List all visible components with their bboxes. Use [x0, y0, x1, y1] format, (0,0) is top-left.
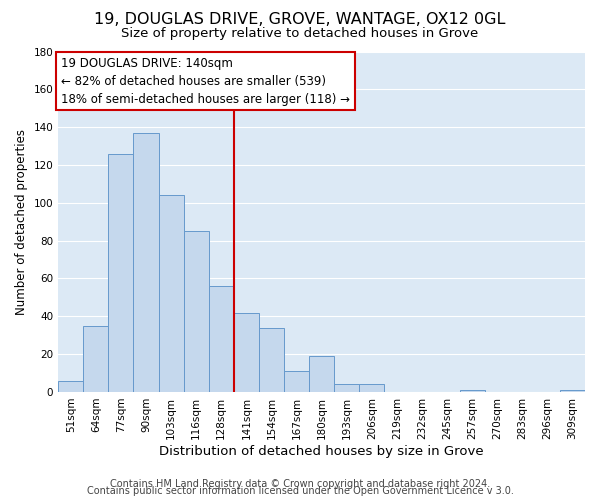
Bar: [334, 384, 359, 392]
Bar: [184, 231, 209, 392]
Bar: [83, 326, 109, 392]
Bar: [133, 133, 158, 392]
Bar: [284, 371, 309, 392]
Bar: [460, 390, 485, 392]
Text: 19, DOUGLAS DRIVE, GROVE, WANTAGE, OX12 0GL: 19, DOUGLAS DRIVE, GROVE, WANTAGE, OX12 …: [94, 12, 506, 28]
Bar: [309, 356, 334, 392]
Bar: [234, 312, 259, 392]
Bar: [259, 328, 284, 392]
Y-axis label: Number of detached properties: Number of detached properties: [15, 128, 28, 314]
Bar: [359, 384, 385, 392]
Text: 19 DOUGLAS DRIVE: 140sqm
← 82% of detached houses are smaller (539)
18% of semi-: 19 DOUGLAS DRIVE: 140sqm ← 82% of detach…: [61, 56, 350, 106]
Text: Size of property relative to detached houses in Grove: Size of property relative to detached ho…: [121, 28, 479, 40]
Text: Contains HM Land Registry data © Crown copyright and database right 2024.: Contains HM Land Registry data © Crown c…: [110, 479, 490, 489]
Bar: [158, 195, 184, 392]
X-axis label: Distribution of detached houses by size in Grove: Distribution of detached houses by size …: [159, 444, 484, 458]
Bar: [209, 286, 234, 392]
Bar: [560, 390, 585, 392]
Bar: [109, 154, 133, 392]
Bar: [58, 380, 83, 392]
Text: Contains public sector information licensed under the Open Government Licence v : Contains public sector information licen…: [86, 486, 514, 496]
